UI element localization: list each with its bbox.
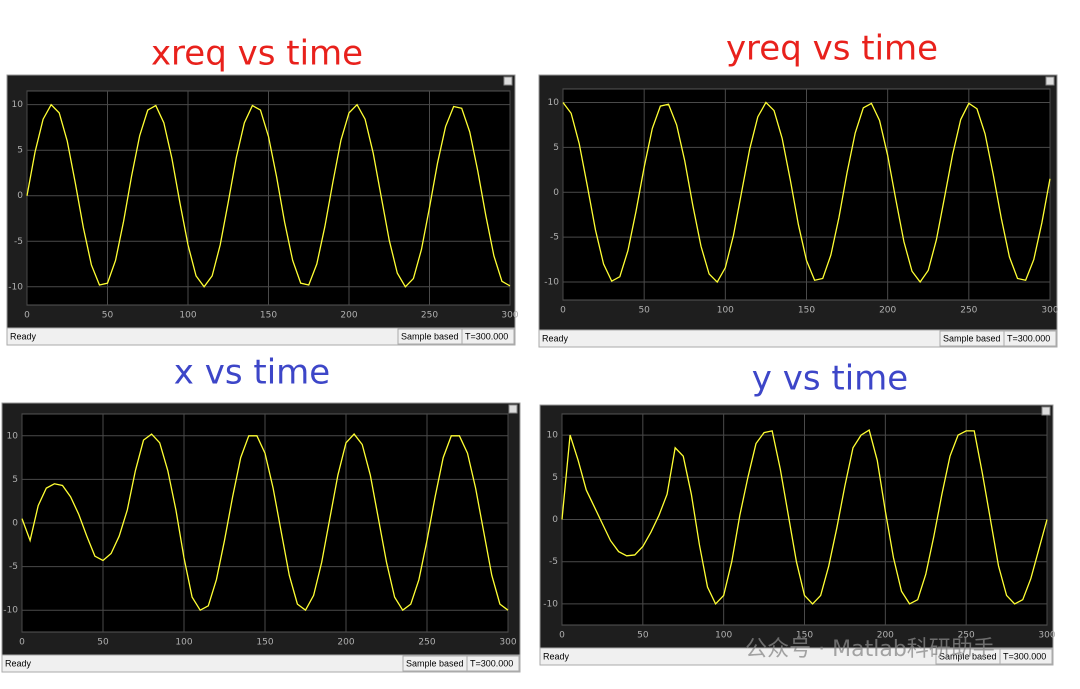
status-mode: Sample based [406, 658, 464, 668]
chart-title: xreq vs time [151, 34, 363, 74]
status-cell [461, 328, 515, 345]
y-tick-label: 5 [552, 473, 558, 483]
y-tick-label: -5 [14, 237, 23, 247]
status-bar [538, 329, 1058, 348]
x-tick-label: 200 [877, 631, 894, 641]
y-tick-label: 5 [17, 146, 23, 156]
x-tick-label: 200 [879, 306, 896, 316]
data-line [562, 101, 1051, 284]
status-time: T=300.000 [470, 658, 513, 668]
chart-title: y vs time [752, 359, 908, 399]
y-tick-label: 0 [553, 188, 559, 198]
status-mode: Sample based [943, 333, 1001, 343]
x-tick-label: 250 [421, 311, 438, 321]
x-tick-label: 300 [1038, 631, 1055, 641]
y-tick-label: -5 [550, 233, 559, 243]
status-ready: Ready [543, 651, 570, 661]
chart-title: x vs time [174, 353, 330, 393]
status-time: T=300.000 [1003, 651, 1046, 661]
x-tick-label: 250 [958, 631, 975, 641]
x-tick-label: 150 [256, 638, 273, 648]
x-tick-label: 200 [340, 311, 357, 321]
x-tick-label: 300 [1041, 306, 1058, 316]
x-tick-label: 100 [175, 638, 192, 648]
y-tick-label: 0 [552, 515, 558, 525]
x-tick-label: 50 [637, 631, 649, 641]
x-tick-label: 0 [559, 631, 565, 641]
restore-button [503, 76, 513, 86]
status-time: T=300.000 [465, 331, 508, 341]
y-tick-label: 10 [12, 100, 24, 110]
status-bar [539, 647, 1054, 666]
restore-button [1045, 76, 1055, 86]
y-tick-label: 5 [12, 475, 18, 485]
x-tick-label: 300 [499, 638, 516, 648]
data-line [21, 433, 509, 612]
x-tick-label: 50 [102, 311, 114, 321]
status-bar [6, 327, 516, 346]
status-ready: Ready [542, 333, 569, 343]
x-tick-label: 100 [717, 306, 734, 316]
status-time: T=300.000 [1007, 333, 1050, 343]
y-tick-label: -10 [543, 599, 558, 609]
x-tick-label: 150 [798, 306, 815, 316]
status-ready: Ready [10, 331, 37, 341]
restore-button [1041, 406, 1051, 416]
data-line [26, 103, 511, 288]
x-tick-label: 150 [260, 311, 277, 321]
x-tick-label: 100 [715, 631, 732, 641]
y-tick-label: 0 [17, 191, 23, 201]
x-tick-label: 300 [501, 311, 518, 321]
y-tick-label: 10 [548, 98, 560, 108]
restore-button [508, 404, 518, 414]
y-tick-label: -10 [3, 606, 18, 616]
x-tick-label: 100 [179, 311, 196, 321]
chart-title: yreq vs time [726, 29, 938, 69]
x-tick-label: 200 [337, 638, 354, 648]
x-tick-label: 50 [638, 306, 650, 316]
y-tick-label: -10 [544, 278, 559, 288]
status-cell [999, 648, 1053, 665]
x-tick-label: 50 [97, 638, 109, 648]
y-tick-label: -5 [549, 557, 558, 567]
y-tick-label: -10 [8, 282, 23, 292]
status-cell [466, 655, 520, 672]
y-tick-label: -5 [9, 562, 18, 572]
status-mode: Sample based [401, 331, 459, 341]
y-tick-label: 10 [547, 431, 559, 441]
x-tick-label: 250 [418, 638, 435, 648]
x-tick-label: 0 [19, 638, 25, 648]
status-ready: Ready [5, 658, 32, 668]
y-tick-label: 5 [553, 143, 559, 153]
x-tick-label: 0 [24, 311, 30, 321]
status-mode: Sample based [939, 651, 997, 661]
x-tick-label: 150 [796, 631, 813, 641]
y-tick-label: 0 [12, 519, 18, 529]
watermark: 公众号 · Matlab科研助手 [745, 637, 995, 662]
status-bar [1, 654, 521, 673]
status-cell [1003, 330, 1057, 347]
x-tick-label: 250 [960, 306, 977, 316]
y-tick-label: 10 [7, 431, 19, 441]
x-tick-label: 0 [560, 306, 566, 316]
data-line [561, 429, 1048, 606]
